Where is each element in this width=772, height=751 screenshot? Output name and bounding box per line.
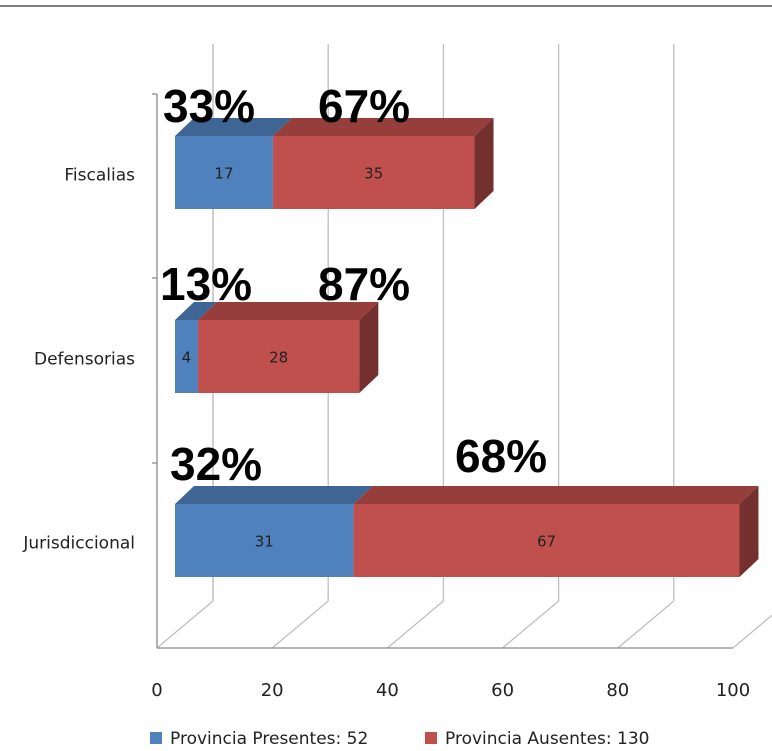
x-tick-label-80: 80 — [606, 680, 629, 701]
bar-side-2 — [739, 486, 759, 577]
bar-top-1-1 — [198, 302, 379, 320]
top-border — [0, 5, 772, 7]
legend-label-0: Provincia Presentes: 52 — [170, 729, 368, 749]
labels-layer: 0 20 40 60 80 100 17 33% 35 67% Fiscalias 4 13% 28 87%… — [22, 80, 750, 701]
x-tick-label-100: 100 — [716, 680, 750, 701]
bar-side-1 — [359, 302, 379, 393]
x-tick-label-40: 40 — [376, 680, 399, 701]
bar-fiscalias-1 — [272, 136, 475, 209]
percent-label-2-1: 68% — [455, 430, 547, 482]
x-tick-label-0: 0 — [151, 680, 162, 701]
bar-top-1-0 — [175, 302, 218, 320]
floor-line-80 — [617, 600, 675, 649]
percent-label-1-0: 13% — [160, 258, 252, 310]
data-label-2-1: 67 — [537, 533, 556, 551]
percent-label-0-0: 33% — [163, 80, 255, 132]
bar-jurisdiccional-0 — [175, 504, 354, 577]
data-label-1-1: 28 — [269, 349, 288, 367]
data-label-0-1: 35 — [364, 165, 383, 183]
category-label-jurisdiccional: Jurisdiccional — [22, 534, 135, 554]
legend-label-1: Provincia Ausentes: 130 — [445, 729, 649, 749]
floor-line-100 — [732, 614, 772, 649]
legend: Provincia Presentes: 52 Provincia Ausente… — [150, 729, 649, 749]
bar-top-2-1 — [353, 486, 759, 504]
data-label-2-0: 31 — [255, 533, 274, 551]
category-label-defensorias: Defensorias — [34, 350, 135, 370]
bar-fiscalias-0 — [175, 136, 273, 209]
bar-jurisdiccional-1 — [353, 504, 740, 577]
floor-line-20 — [271, 600, 329, 649]
bar-top-0-1 — [272, 118, 494, 136]
x-tick-label-20: 20 — [261, 680, 284, 701]
floor-line-60 — [502, 600, 560, 649]
floor-line-0 — [156, 600, 214, 649]
percent-label-1-1: 87% — [318, 258, 410, 310]
bar-defensorias-0 — [175, 320, 199, 393]
legend-swatch-1 — [425, 732, 437, 744]
floor-line-40 — [386, 600, 444, 649]
data-label-1-0: 4 — [182, 349, 192, 367]
percent-label-0-1: 67% — [318, 80, 410, 132]
legend-swatch-0 — [150, 732, 162, 744]
percent-label-2-0: 32% — [170, 438, 262, 490]
bar-top-0-0 — [175, 118, 292, 136]
x-tick-label-60: 60 — [491, 680, 514, 701]
category-label-fiscalias: Fiscalias — [64, 166, 135, 186]
bar-side-0 — [474, 118, 494, 209]
data-label-0-0: 17 — [214, 165, 233, 183]
bar-top-2-0 — [175, 486, 373, 504]
bars-layer — [175, 118, 759, 577]
bar-defensorias-1 — [198, 320, 360, 393]
